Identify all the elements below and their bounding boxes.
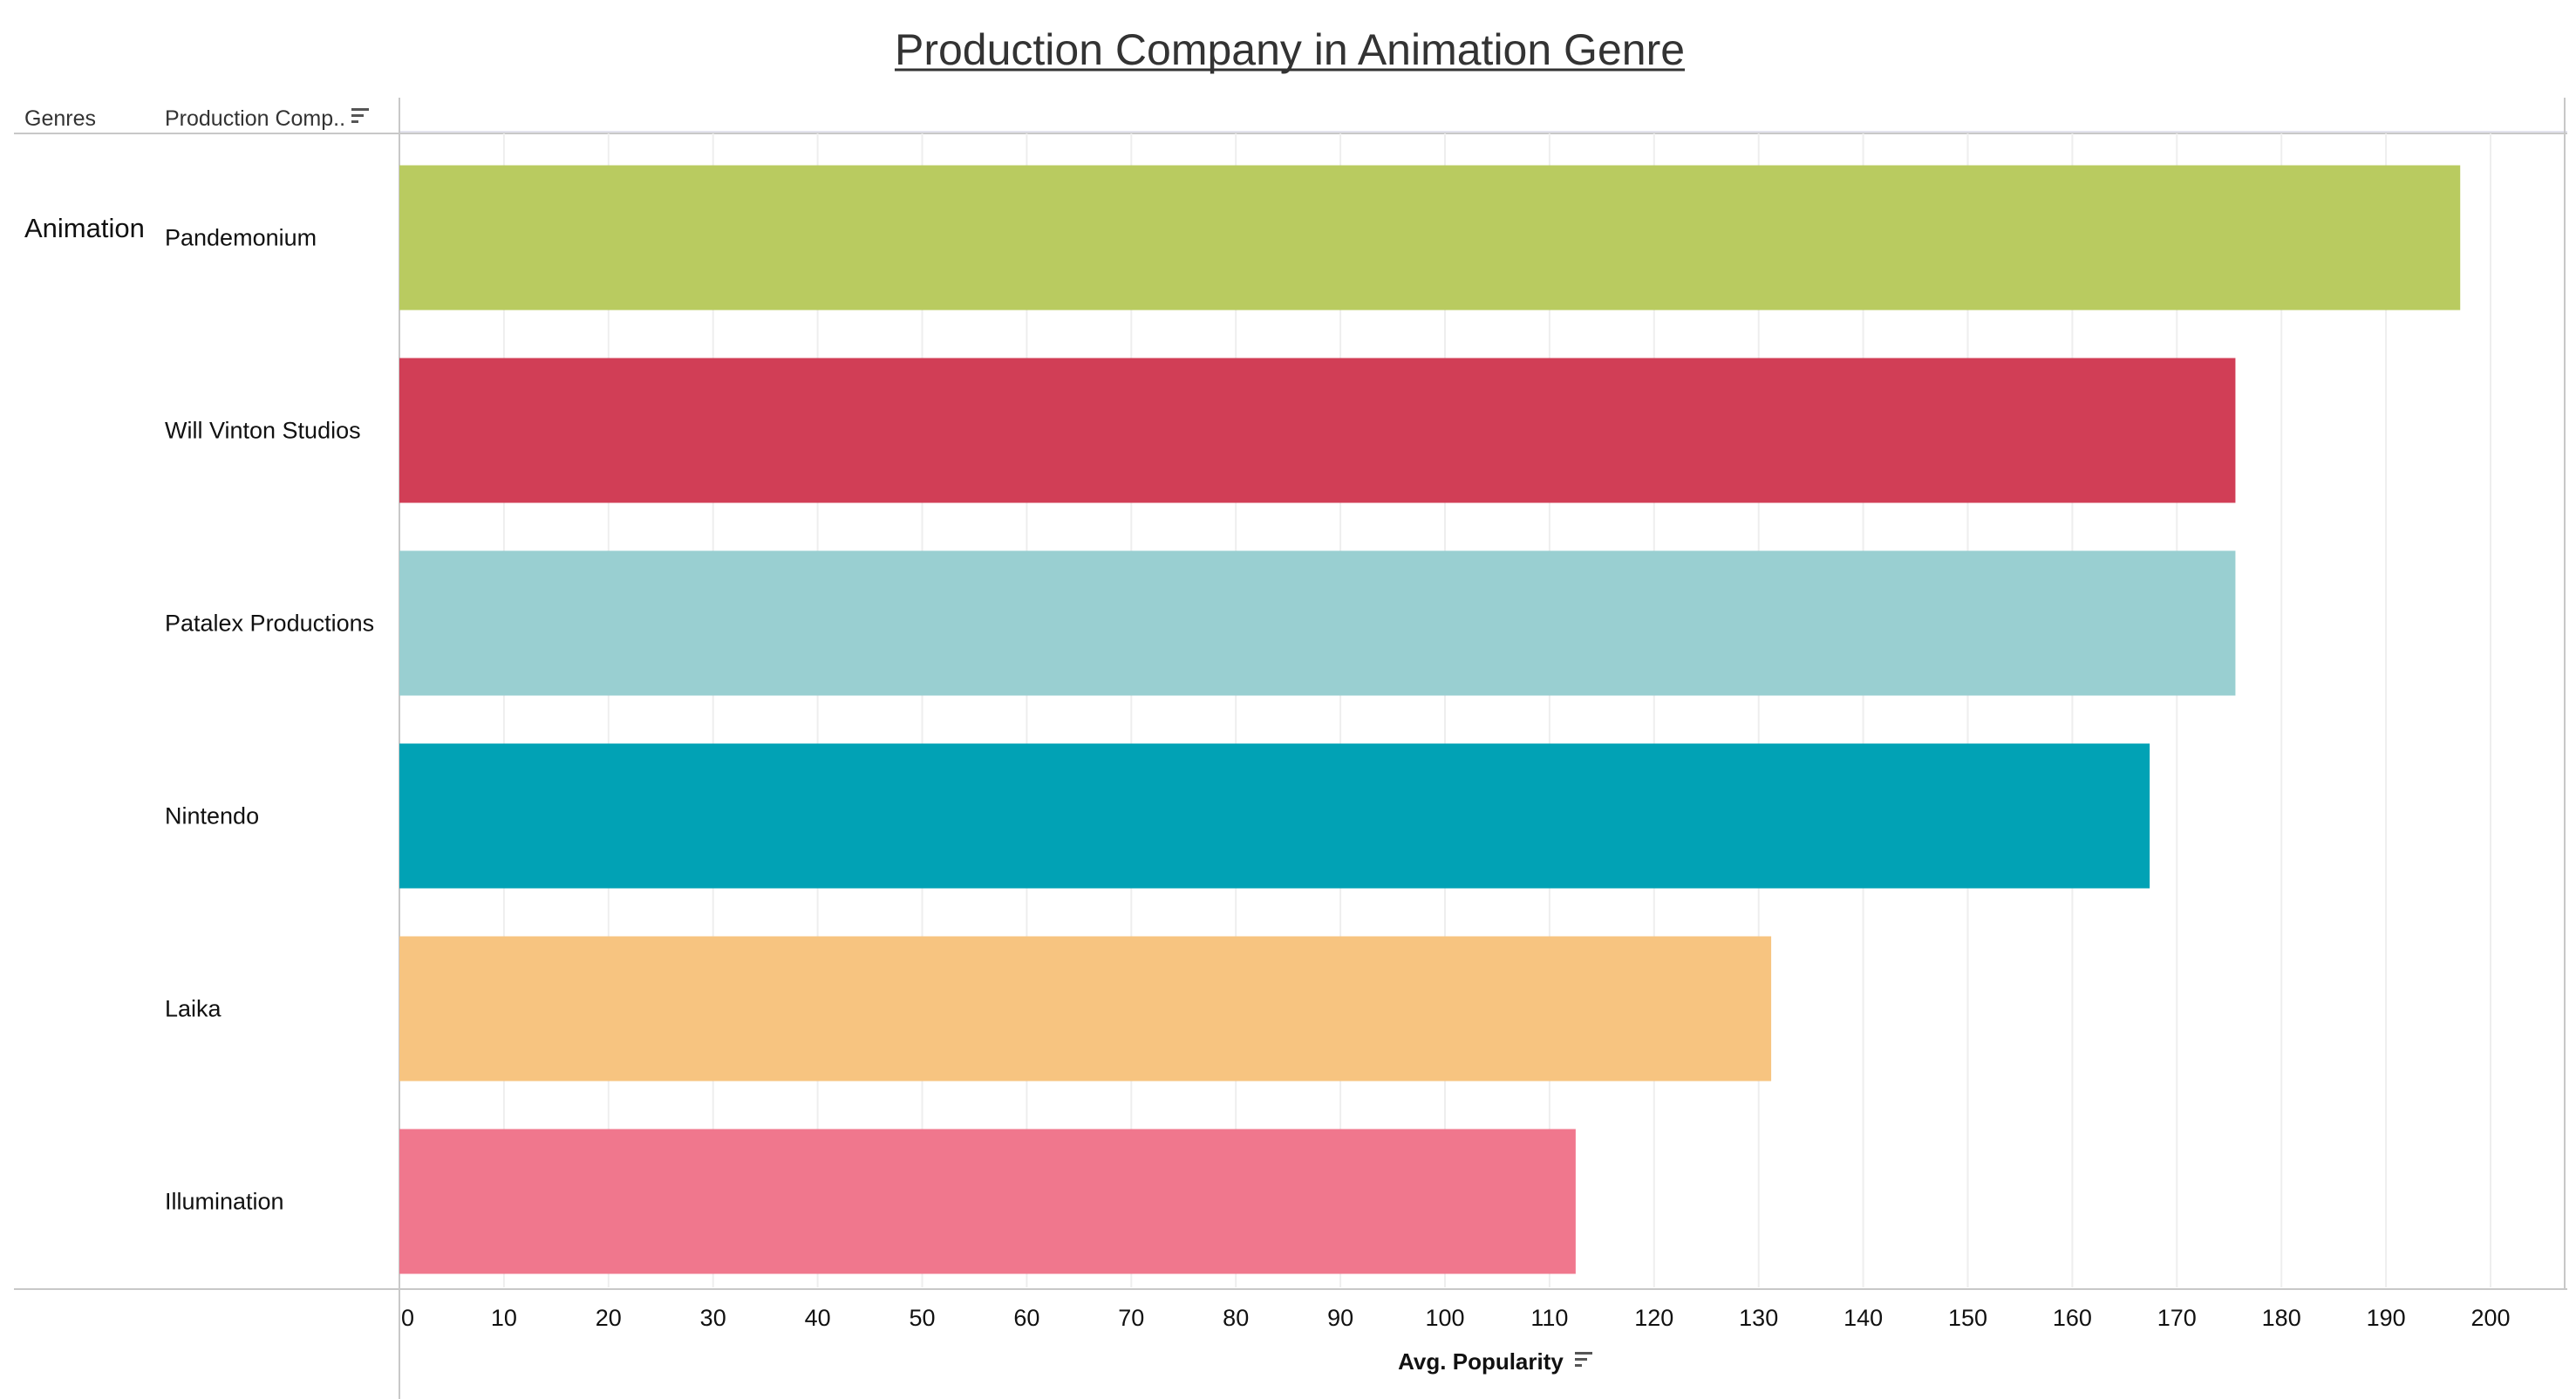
genres-header[interactable]: Genres xyxy=(24,106,96,131)
x-tick-label: 20 xyxy=(596,1305,622,1331)
row-label[interactable]: Will Vinton Studios xyxy=(165,418,361,444)
chart-title: Production Company in Animation Genre xyxy=(895,25,1685,74)
bars xyxy=(399,165,2461,1274)
axis-sort-icon[interactable] xyxy=(1575,1352,1592,1367)
x-tick-label: 150 xyxy=(1948,1305,1987,1331)
x-tick-label: 120 xyxy=(1634,1305,1673,1331)
row-label[interactable]: Illumination xyxy=(165,1189,284,1215)
row-label[interactable]: Patalex Productions xyxy=(165,611,374,637)
x-tick-label: 140 xyxy=(1843,1305,1883,1331)
x-tick-label: 0 xyxy=(401,1305,414,1331)
row-label[interactable]: Laika xyxy=(165,996,222,1022)
bar-will-vinton-studios[interactable] xyxy=(399,358,2236,503)
x-tick-label: 130 xyxy=(1739,1305,1778,1331)
x-tick-label: 60 xyxy=(1013,1305,1039,1331)
bar-pandemonium[interactable] xyxy=(399,165,2461,311)
sort-descending-icon[interactable] xyxy=(351,108,369,123)
x-tick-label: 80 xyxy=(1223,1305,1249,1331)
bar-laika[interactable] xyxy=(399,936,1772,1082)
row-labels: Pandemonium Will Vinton Studios Patalex Pr… xyxy=(165,225,374,1215)
x-axis-ticks: 0 10 20 30 40 50 60 70 80 90 100 110 120 130 140 150 160… xyxy=(401,1305,2511,1331)
x-tick-label: 50 xyxy=(909,1305,935,1331)
x-tick-label: 70 xyxy=(1118,1305,1144,1331)
bar-nintendo[interactable] xyxy=(399,743,2150,889)
production-company-header[interactable]: Production Comp.. xyxy=(165,106,345,131)
grid xyxy=(502,133,2491,1287)
x-tick-label: 180 xyxy=(2262,1305,2301,1331)
genre-label[interactable]: Animation xyxy=(24,213,145,243)
x-tick-label: 100 xyxy=(1425,1305,1464,1331)
x-tick-label: 10 xyxy=(491,1305,517,1331)
x-tick-label: 40 xyxy=(805,1305,831,1331)
bar-illumination[interactable] xyxy=(399,1129,1576,1274)
row-label[interactable]: Pandemonium xyxy=(165,225,317,251)
x-tick-label: 190 xyxy=(2367,1305,2406,1331)
x-tick-label: 110 xyxy=(1530,1305,1568,1331)
x-tick-label: 170 xyxy=(2157,1305,2197,1331)
x-tick-label: 90 xyxy=(1327,1305,1353,1331)
x-axis-title: Avg. Popularity xyxy=(1398,1348,1564,1375)
x-tick-label: 160 xyxy=(2053,1305,2092,1331)
row-label[interactable]: Nintendo xyxy=(165,803,259,829)
x-tick-label: 200 xyxy=(2470,1305,2510,1331)
bar-patalex-productions[interactable] xyxy=(399,550,2236,696)
x-tick-label: 30 xyxy=(700,1305,726,1331)
